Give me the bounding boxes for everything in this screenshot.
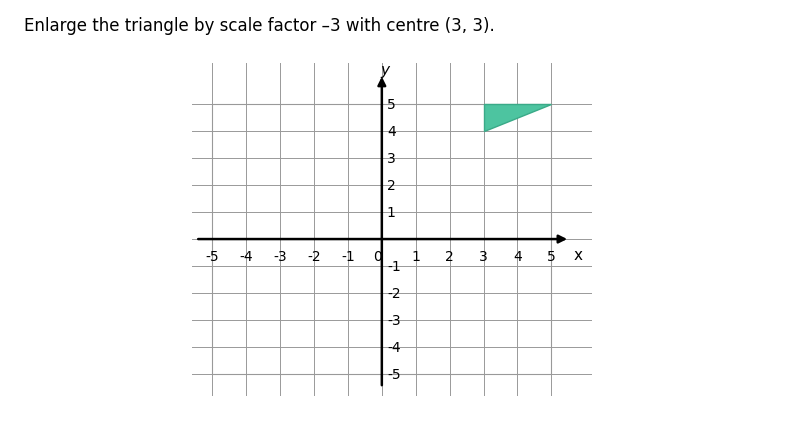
Text: -5: -5 bbox=[387, 368, 401, 382]
Text: 2: 2 bbox=[446, 249, 454, 263]
Text: 1: 1 bbox=[387, 205, 396, 219]
Text: 3: 3 bbox=[479, 249, 488, 263]
Text: -2: -2 bbox=[387, 287, 401, 300]
Text: 4: 4 bbox=[387, 124, 396, 138]
Text: 5: 5 bbox=[547, 249, 556, 263]
Text: -2: -2 bbox=[307, 249, 321, 263]
Text: 0: 0 bbox=[373, 249, 382, 263]
Text: -1: -1 bbox=[387, 259, 401, 273]
Text: Enlarge the triangle by scale factor –3 with centre (3, 3).: Enlarge the triangle by scale factor –3 … bbox=[24, 17, 494, 35]
Text: -4: -4 bbox=[239, 249, 253, 263]
Text: 3: 3 bbox=[387, 152, 396, 165]
Polygon shape bbox=[483, 104, 551, 132]
Text: 4: 4 bbox=[513, 249, 522, 263]
Text: -3: -3 bbox=[387, 314, 401, 328]
Text: y: y bbox=[381, 63, 390, 78]
Text: -4: -4 bbox=[387, 340, 401, 354]
Text: x: x bbox=[574, 248, 582, 262]
Text: -5: -5 bbox=[206, 249, 219, 263]
Text: -1: -1 bbox=[341, 249, 355, 263]
Text: 5: 5 bbox=[387, 98, 396, 112]
Text: 2: 2 bbox=[387, 178, 396, 193]
Text: 1: 1 bbox=[411, 249, 420, 263]
Text: -3: -3 bbox=[274, 249, 287, 263]
